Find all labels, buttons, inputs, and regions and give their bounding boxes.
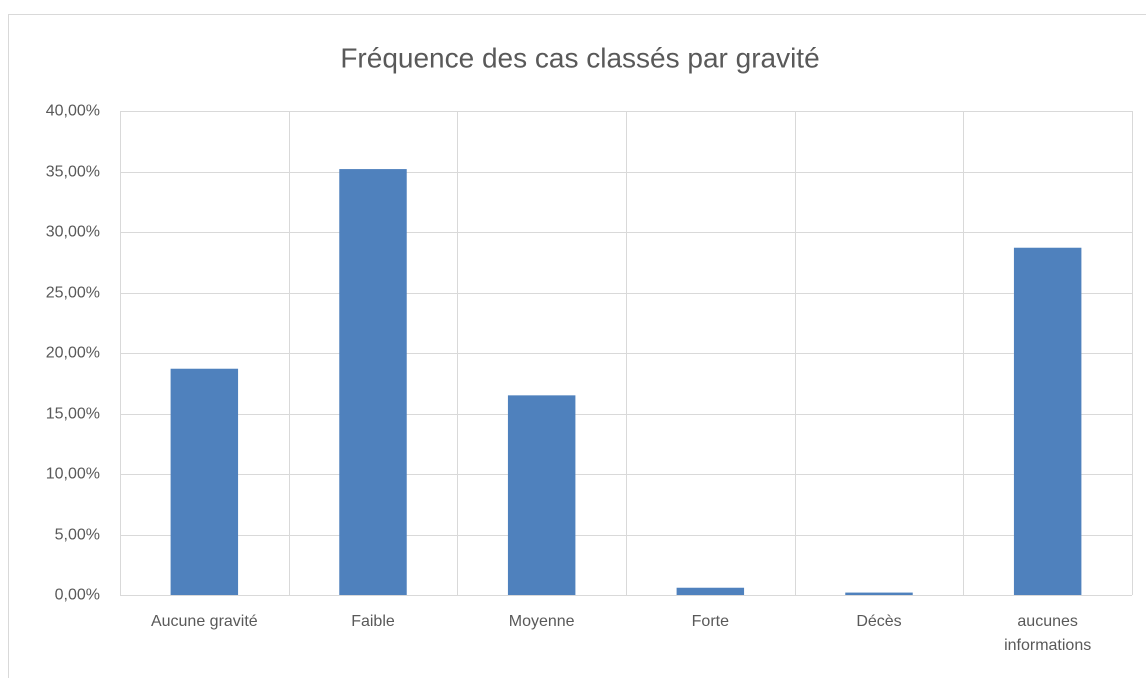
y-tick-label: 30,00%: [46, 224, 100, 241]
y-tick-label: 0,00%: [55, 587, 100, 604]
y-tick-label: 35,00%: [46, 164, 100, 181]
x-tick-label: Décès: [856, 613, 902, 630]
bar: [1013, 247, 1082, 596]
x-tick-label: aucunes informations: [1004, 613, 1092, 654]
y-tick-label: 15,00%: [46, 406, 100, 423]
y-tick-label: 5,00%: [55, 527, 100, 544]
x-tick-label: Forte: [691, 613, 729, 630]
y-tick-label: 40,00%: [46, 103, 100, 120]
bar: [170, 368, 239, 595]
chart-title: Fréquence des cas classés par gravité: [340, 42, 819, 73]
bar: [676, 587, 745, 595]
y-tick-label: 25,00%: [46, 285, 100, 302]
y-tick-label: 20,00%: [46, 345, 100, 362]
bar: [507, 395, 576, 595]
x-tick-label: Faible: [351, 613, 395, 630]
bar: [845, 592, 913, 595]
bar: [339, 169, 407, 595]
y-tick-label: 10,00%: [46, 466, 100, 483]
x-tick-label: Aucune gravité: [150, 613, 258, 630]
x-tick-label: Moyenne: [508, 613, 575, 630]
